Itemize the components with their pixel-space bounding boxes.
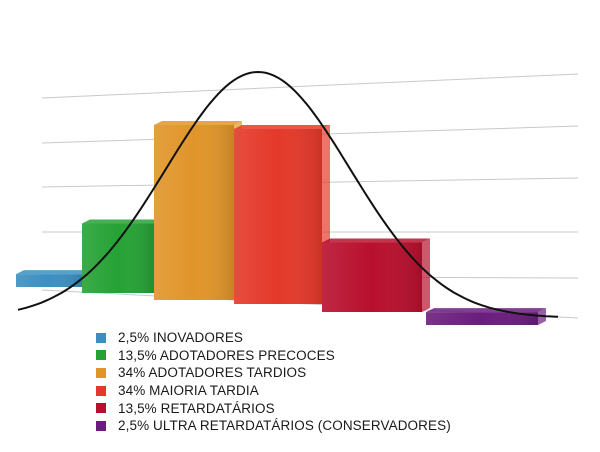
legend-item: 13,5% RETARDATÁRIOS	[96, 399, 451, 417]
legend-item: 13,5% ADOTADORES PRECOCES	[96, 347, 451, 365]
bar-6	[426, 308, 546, 325]
bar-4	[234, 125, 330, 304]
legend-label: 34% ADOTADORES TARDIOS	[118, 365, 307, 381]
legend-swatch	[96, 332, 106, 343]
legend-label: 2,5% ULTRA RETARDATÁRIOS (CONSERVADORES)	[118, 418, 451, 434]
legend-item: 34% ADOTADORES TARDIOS	[96, 364, 451, 382]
legend-item: 34% MAIORIA TARDIA	[96, 382, 451, 400]
legend-swatch	[96, 350, 106, 361]
legend-label: 13,5% RETARDATÁRIOS	[118, 400, 275, 416]
gridline-1	[41, 73, 579, 99]
bar-2	[82, 219, 162, 293]
legend-swatch	[96, 367, 106, 378]
legend-swatch	[96, 385, 106, 396]
legend-label: 13,5% ADOTADORES PRECOCES	[118, 347, 335, 363]
bar-3	[154, 121, 242, 300]
bell-curve	[17, 70, 559, 318]
legend-swatch	[96, 420, 106, 431]
bars	[16, 121, 546, 325]
legend-item: 2,5% INOVADORES	[96, 329, 451, 347]
legend-label: 2,5% INOVADORES	[118, 330, 244, 346]
legend: 2,5% INOVADORES 13,5% ADOTADORES PRECOCES…	[96, 329, 451, 435]
bar-1	[16, 270, 90, 287]
legend-label: 34% MAIORIA TARDIA	[118, 383, 259, 399]
legend-swatch	[96, 403, 106, 414]
legend-item: 2,5% ULTRA RETARDATÁRIOS (CONSERVADORES)	[96, 417, 451, 435]
bar-5	[322, 238, 430, 312]
